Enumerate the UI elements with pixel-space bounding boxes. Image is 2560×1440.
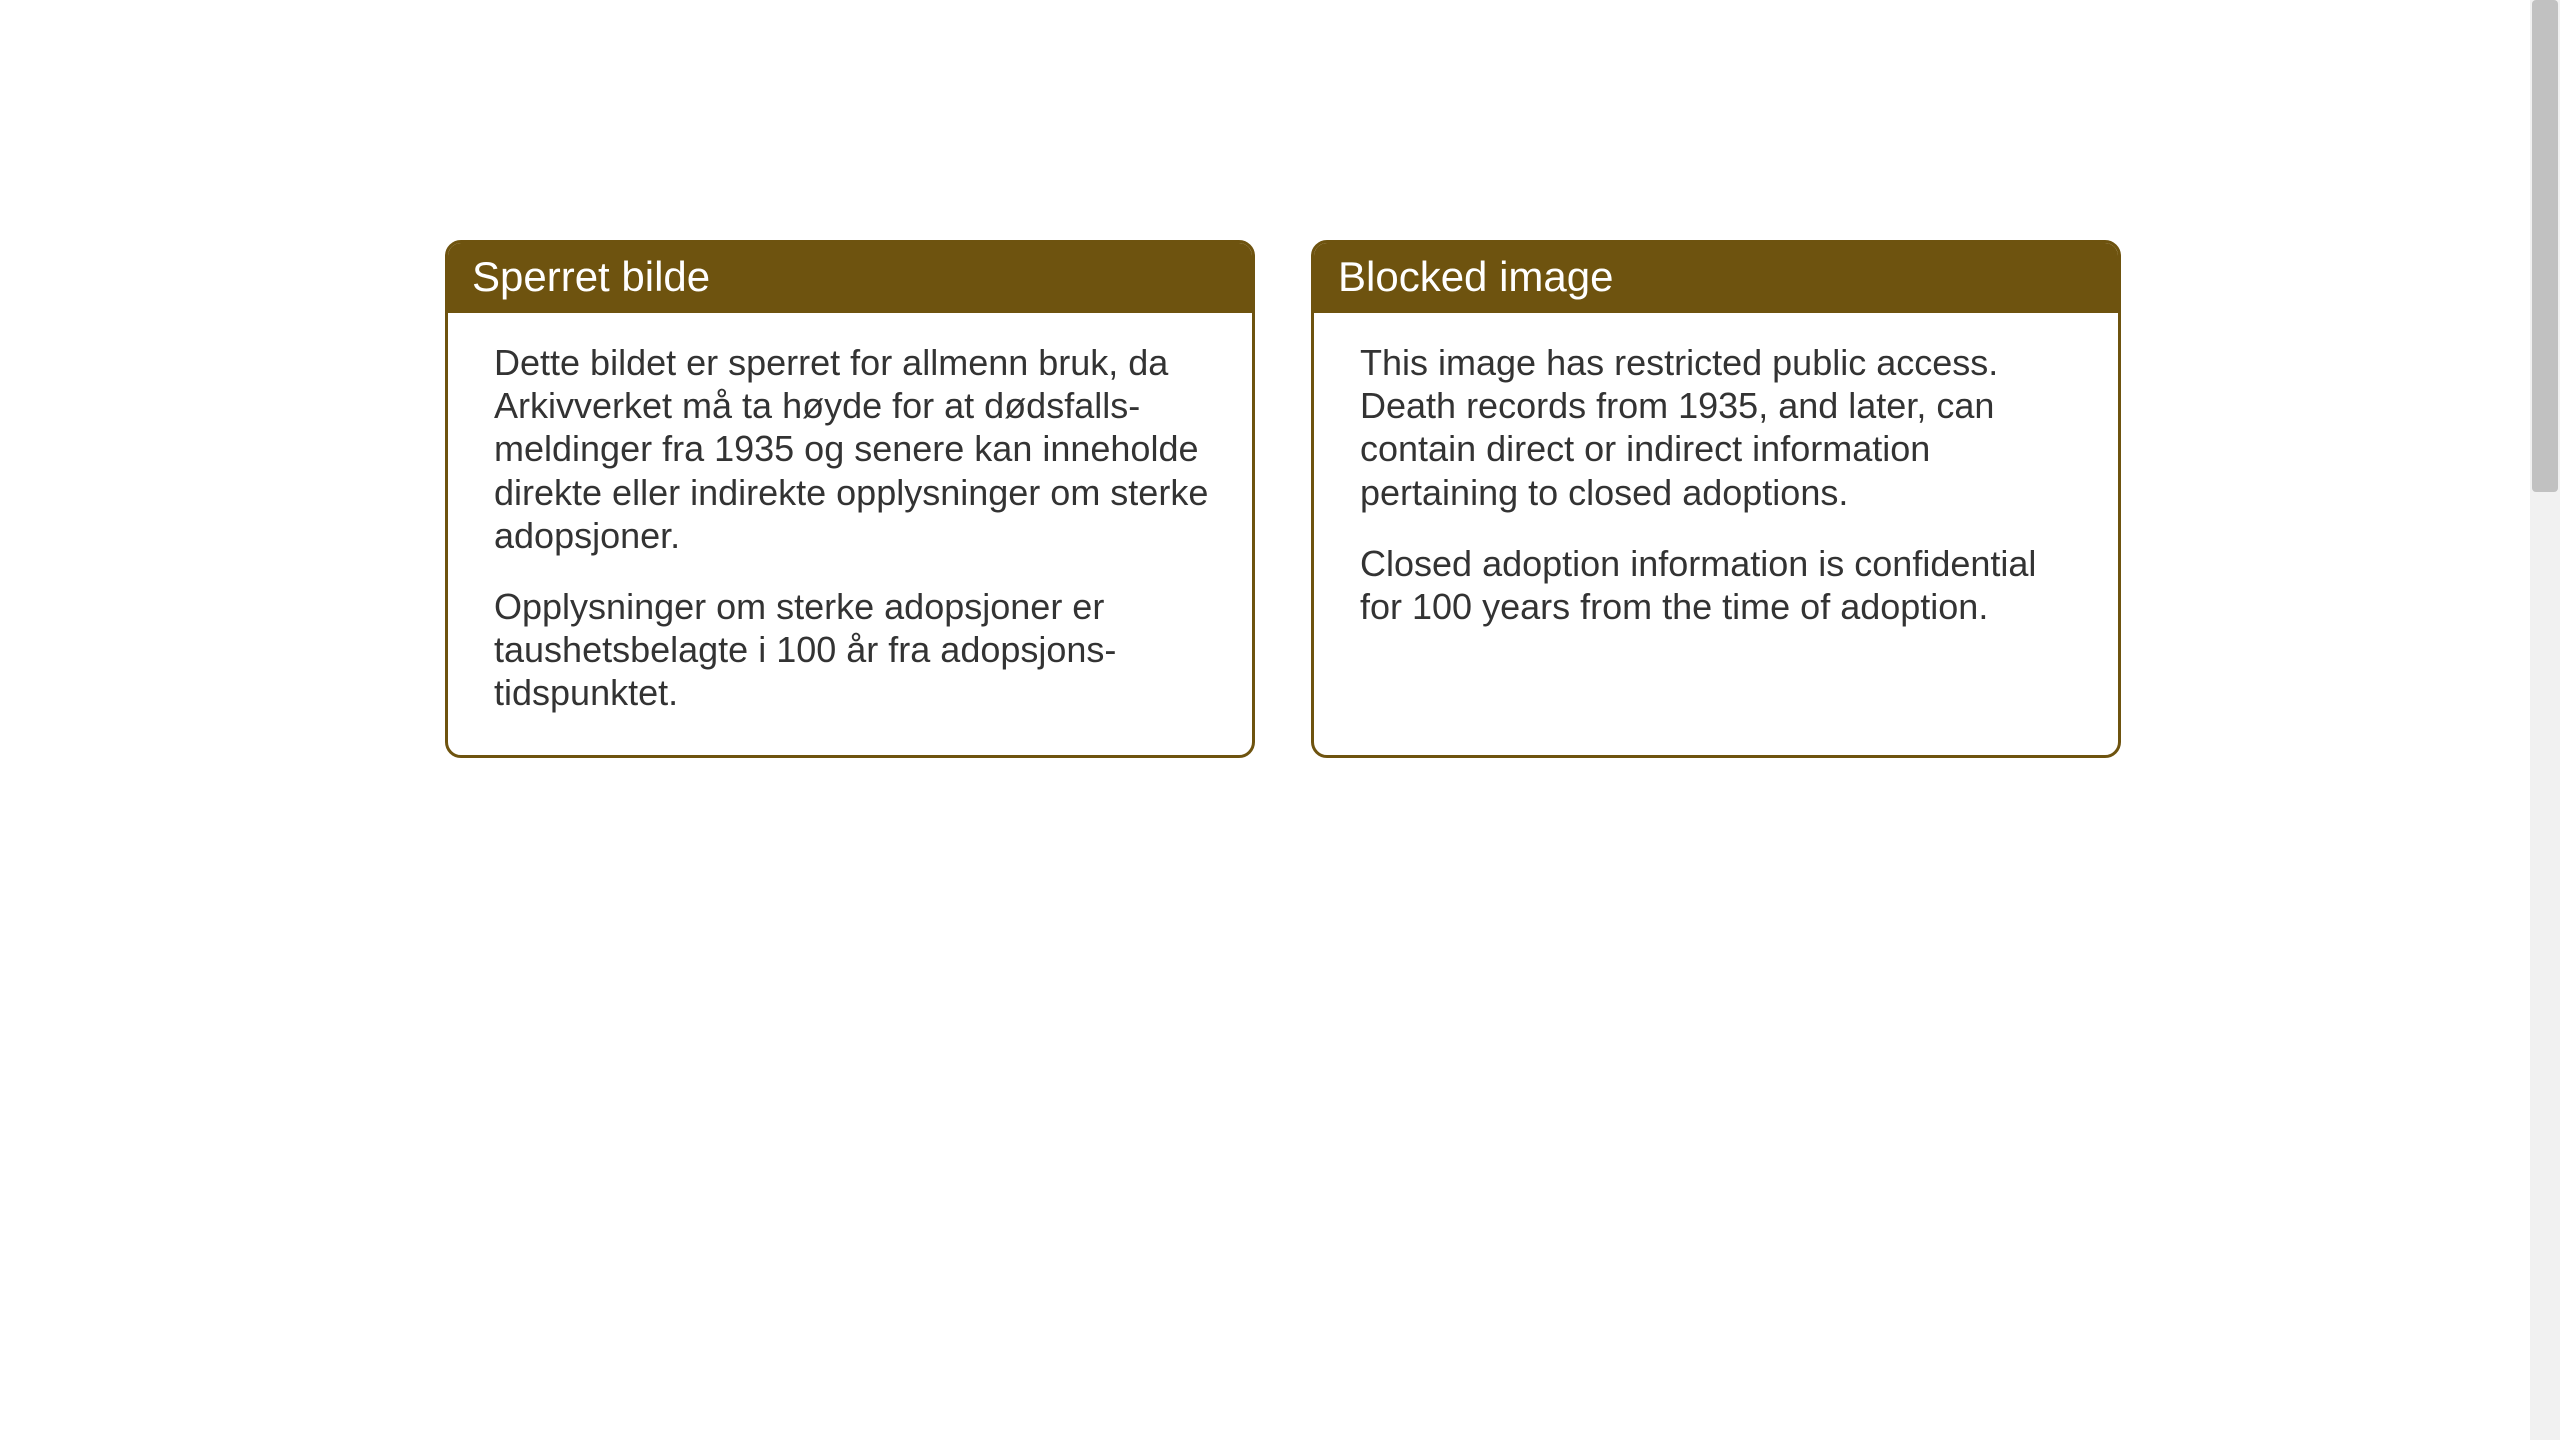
scrollbar-thumb[interactable] [2532, 0, 2558, 492]
cards-container: Sperret bilde Dette bildet er sperret fo… [445, 240, 2121, 758]
english-paragraph-1: This image has restricted public access.… [1360, 341, 2078, 514]
norwegian-card-title: Sperret bilde [448, 243, 1252, 313]
norwegian-card: Sperret bilde Dette bildet er sperret fo… [445, 240, 1255, 758]
norwegian-paragraph-1: Dette bildet er sperret for allmenn bruk… [494, 341, 1212, 557]
english-card-body: This image has restricted public access.… [1314, 313, 2118, 668]
english-paragraph-2: Closed adoption information is confident… [1360, 542, 2078, 628]
english-card: Blocked image This image has restricted … [1311, 240, 2121, 758]
scrollbar-track[interactable] [2530, 0, 2560, 1440]
norwegian-paragraph-2: Opplysninger om sterke adopsjoner er tau… [494, 585, 1212, 715]
norwegian-card-body: Dette bildet er sperret for allmenn bruk… [448, 313, 1252, 755]
english-card-title: Blocked image [1314, 243, 2118, 313]
